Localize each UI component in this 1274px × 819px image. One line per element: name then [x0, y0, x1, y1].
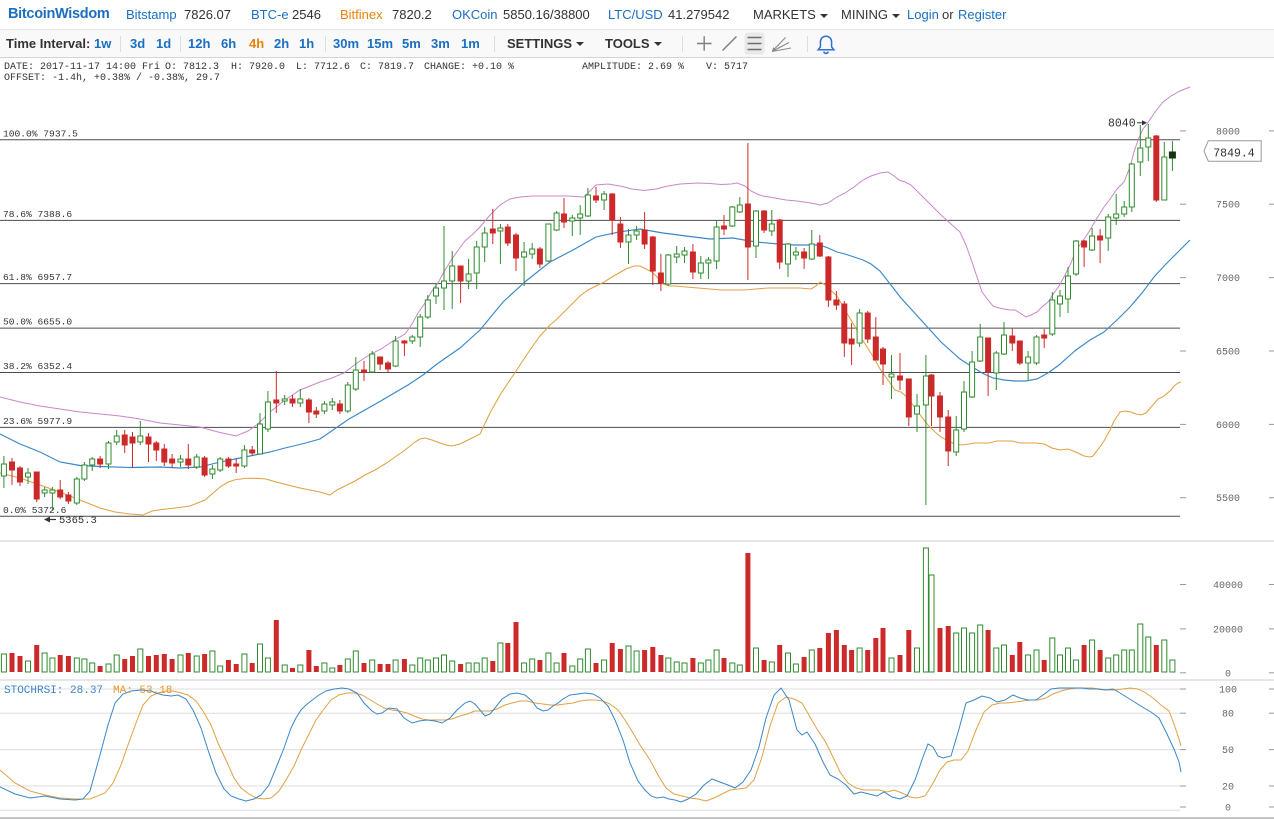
svg-text:50.0% 6655.0: 50.0% 6655.0: [3, 317, 72, 328]
svg-text:7849.4: 7849.4: [1213, 148, 1255, 161]
svg-text:0: 0: [1225, 669, 1231, 680]
svg-text:STOCHRSI: 28.37: STOCHRSI: 28.37: [4, 685, 103, 697]
svg-text:0: 0: [1225, 804, 1231, 815]
svg-text:20: 20: [1222, 783, 1234, 794]
svg-text:6000: 6000: [1216, 421, 1240, 432]
svg-text:5500: 5500: [1216, 494, 1240, 505]
svg-text:100: 100: [1219, 686, 1237, 697]
svg-text:78.6% 7388.6: 78.6% 7388.6: [3, 209, 72, 220]
svg-text:6500: 6500: [1216, 348, 1240, 359]
svg-text:40000: 40000: [1213, 581, 1243, 592]
svg-text:100.0% 7937.5: 100.0% 7937.5: [3, 128, 78, 139]
svg-text:7000: 7000: [1216, 274, 1240, 285]
svg-text:0.0% 5372.6: 0.0% 5372.6: [3, 505, 67, 516]
svg-text:23.6% 5977.9: 23.6% 5977.9: [3, 416, 72, 427]
svg-text:8040: 8040: [1108, 118, 1136, 131]
svg-text:5365.3: 5365.3: [59, 515, 97, 527]
svg-text:38.2% 6352.4: 38.2% 6352.4: [3, 361, 72, 372]
svg-text:20000: 20000: [1213, 625, 1243, 636]
svg-text:8000: 8000: [1216, 127, 1240, 138]
svg-text:MA: 53.18: MA: 53.18: [113, 685, 172, 697]
svg-text:61.8% 6957.7: 61.8% 6957.7: [3, 272, 72, 283]
svg-text:80: 80: [1222, 710, 1234, 721]
svg-text:7500: 7500: [1216, 201, 1240, 212]
svg-text:50: 50: [1222, 746, 1234, 757]
